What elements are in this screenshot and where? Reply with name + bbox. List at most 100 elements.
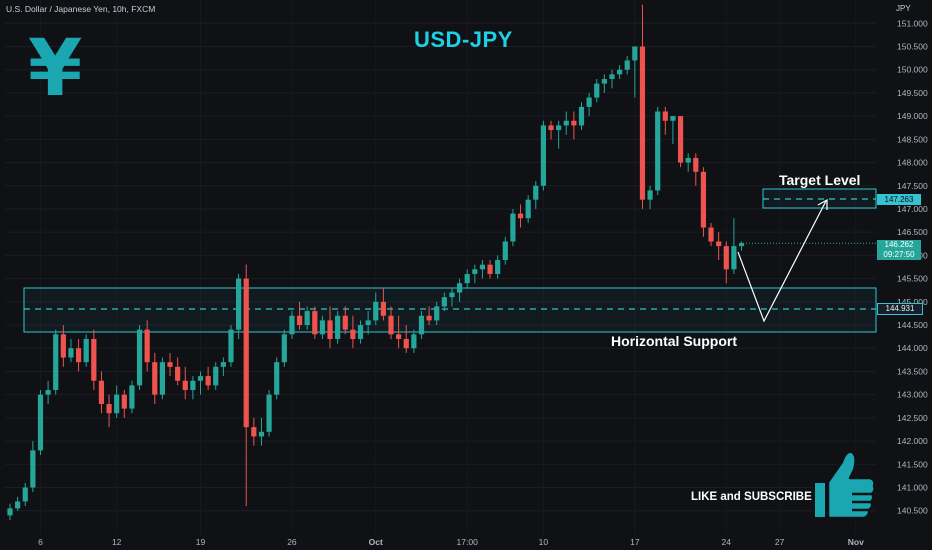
candle (548, 120, 554, 140)
candle-body (533, 185, 539, 200)
candle (479, 260, 486, 279)
projection-arrowhead (817, 198, 828, 210)
candle (350, 315, 356, 349)
candle (357, 320, 364, 344)
candle-body (22, 487, 28, 502)
candle (632, 46, 638, 98)
candle-body (15, 501, 21, 509)
x-tick-label: 26 (287, 537, 297, 547)
candle-body (502, 241, 508, 261)
candle-body (655, 111, 661, 191)
candle-body (106, 403, 112, 414)
candle-body (708, 227, 714, 242)
candle-body (540, 125, 546, 186)
candle-body (167, 362, 173, 367)
x-tick-label: 17:00 (457, 537, 479, 547)
support-price-tag: 144.931 (877, 303, 923, 315)
thumbs-up-icon (813, 450, 876, 520)
candle-body (197, 376, 204, 381)
candle (434, 301, 440, 326)
candle-body (647, 190, 653, 200)
candle-body (365, 320, 371, 326)
horizontal-support-label: Horizontal Support (611, 333, 737, 349)
candle (533, 181, 539, 209)
candle (662, 106, 668, 135)
candle (456, 278, 463, 302)
candle-body (228, 329, 234, 363)
candle (624, 55, 630, 75)
candle-body (517, 213, 524, 219)
candle-body (563, 120, 569, 126)
candle-body (144, 329, 150, 363)
candle (495, 255, 501, 279)
y-tick-label: 141.000 (897, 483, 928, 493)
y-tick-label: 149.500 (897, 88, 928, 98)
y-tick-label: 143.000 (897, 390, 928, 400)
candle (472, 264, 478, 284)
candle-body (396, 334, 402, 339)
like-subscribe-text: LIKE and SUBSCRIBE (691, 491, 812, 503)
candle-body (357, 325, 364, 339)
y-tick-label: 143.500 (897, 366, 928, 376)
symbol-header[interactable]: U.S. Dollar / Japanese Yen, 10h, FXCM (6, 4, 156, 14)
candle (289, 311, 295, 339)
candle-body (37, 394, 44, 451)
candle (586, 92, 592, 117)
y-tick-label: 148.500 (897, 134, 928, 144)
candle-body (213, 366, 219, 386)
y-tick-label: 147.500 (897, 181, 928, 191)
currency-label: JPY (896, 4, 911, 13)
y-tick-label: 142.000 (897, 436, 928, 446)
candle-body (456, 283, 463, 293)
candle (502, 236, 508, 265)
candle (373, 292, 379, 326)
projection (737, 198, 828, 323)
candle (617, 65, 623, 79)
projection-path (737, 200, 827, 323)
candle-body (304, 311, 310, 326)
candle (167, 352, 173, 377)
candle-body (266, 394, 272, 432)
candle (60, 325, 66, 367)
candle (243, 264, 249, 507)
candle (342, 306, 348, 335)
candle (251, 417, 257, 446)
candle-body (426, 315, 432, 321)
candle (731, 218, 737, 274)
support-zone (23, 287, 877, 333)
candle (335, 311, 341, 344)
candle-body (190, 380, 196, 391)
candle (129, 380, 135, 414)
candle-body (472, 269, 478, 274)
candle-countdown: 09:27:50 (883, 250, 915, 259)
candle (159, 357, 165, 400)
candle-body (319, 320, 326, 335)
candle-body (624, 60, 630, 70)
y-tick-label: 144.000 (897, 343, 928, 353)
candle (578, 102, 585, 131)
candle (190, 376, 196, 400)
candle-body (716, 241, 722, 247)
candle (144, 320, 150, 372)
y-tick-label: 150.000 (897, 65, 928, 75)
candle (525, 195, 531, 223)
candle-body (578, 106, 585, 126)
candle (571, 111, 577, 140)
candle-body (75, 348, 82, 363)
candle (319, 315, 326, 339)
candle (639, 4, 646, 209)
target-price-tag: 147.263 (877, 194, 921, 205)
candle (723, 241, 729, 284)
candle-body (129, 385, 135, 409)
candle (312, 306, 318, 339)
y-tick-label: 142.500 (897, 413, 928, 423)
candle (426, 306, 432, 326)
candle-body (205, 376, 211, 386)
candle (152, 352, 158, 404)
candle-body (487, 264, 493, 274)
candle (716, 232, 722, 261)
x-tick-label: 27 (775, 537, 785, 547)
candle-body (380, 301, 386, 316)
candle-body (327, 320, 333, 339)
